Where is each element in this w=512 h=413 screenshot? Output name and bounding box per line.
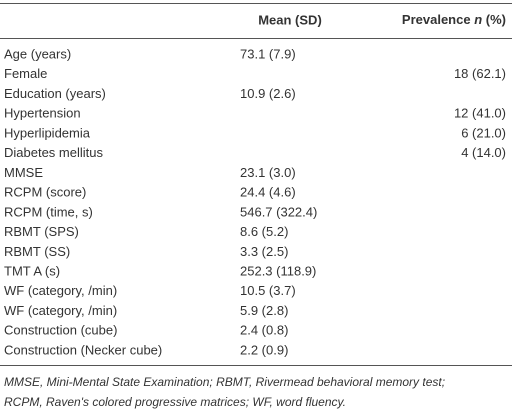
row-label: WF (category, /min) (4, 283, 117, 298)
cell-mean: 2.4 (0.8) (240, 323, 288, 338)
cell-mean: 73.1 (7.9) (240, 46, 296, 61)
row-label: Education (years) (4, 86, 106, 101)
cell-mean: 2.2 (0.9) (240, 342, 288, 357)
cell-mean: 10.5 (3.7) (240, 283, 296, 298)
row-label: Diabetes mellitus (4, 145, 103, 160)
row-label: TMT A (s) (4, 264, 60, 279)
cell-mean: 8.6 (5.2) (240, 224, 288, 239)
row-label: RBMT (SPS) (4, 224, 79, 239)
row-label: MMSE (4, 165, 43, 180)
cell-mean: 5.9 (2.8) (240, 303, 288, 318)
row-label: Hypertension (4, 106, 81, 121)
header-part: (%) (486, 12, 506, 27)
cell-mean: 3.3 (2.5) (240, 244, 288, 259)
header-mean: Mean (SD) (258, 12, 322, 27)
footnote: MMSE, Mini-Mental State Examination; RBM… (4, 375, 445, 389)
header-part: Prevalence (402, 12, 471, 27)
cell-mean: 252.3 (118.9) (240, 264, 316, 279)
row-label: RCPM (score) (4, 185, 86, 200)
row-label: Construction (cube) (4, 323, 117, 338)
row-label: RCPM (time, s) (4, 204, 93, 219)
cell-mean: 10.9 (2.6) (240, 86, 296, 101)
header-part: n (474, 12, 482, 27)
cell-prevalence: 12 (41.0) (454, 106, 506, 121)
cell-prevalence: 6 (21.0) (461, 125, 506, 140)
header-prevalence: Prevalence n (%) (402, 12, 506, 27)
cell-mean: 546.7 (322.4) (240, 204, 317, 219)
cell-prevalence: 4 (14.0) (461, 145, 506, 160)
row-label: RBMT (SS) (4, 244, 70, 259)
row-label: Hyperlipidemia (4, 125, 91, 140)
cell-mean: 23.1 (3.0) (240, 165, 296, 180)
row-label: WF (category, /min) (4, 303, 117, 318)
row-label: Age (years) (4, 46, 71, 61)
row-label: Female (4, 66, 47, 81)
row-label: Construction (Necker cube) (4, 342, 162, 357)
footnote: RCPM, Raven's colored progressive matric… (4, 395, 346, 409)
cell-prevalence: 18 (62.1) (454, 66, 506, 81)
cell-mean: 24.4 (4.6) (240, 185, 296, 200)
